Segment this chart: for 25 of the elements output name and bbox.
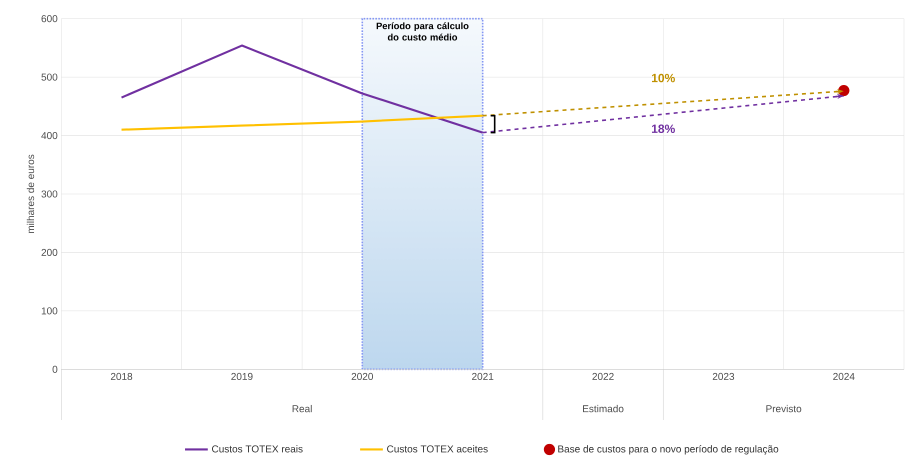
x-tick-label: 2023 [712, 373, 734, 380]
band-label: Período para cálculo do custo médio [376, 22, 469, 41]
y-tick-label: 600 [42, 15, 58, 22]
text: Previsto [766, 405, 802, 412]
y-tick-label: 300 [41, 190, 58, 198]
annotation: 18% [652, 124, 675, 134]
y-axis-title: milhares de euros [26, 154, 34, 234]
y-tick-label: 100 [42, 308, 58, 315]
x-tick-label: 2021 [472, 373, 494, 380]
x-tick-label: 2024 [833, 373, 855, 380]
y-tick-label: 200 [42, 249, 58, 256]
legend-label: Base de custos para o novo período de regulação [558, 445, 778, 455]
legend-label: Custos TOTEX aceites [387, 445, 488, 453]
annotation: 10% [652, 74, 675, 82]
line-series [120, 114, 484, 131]
text: Real [292, 405, 312, 412]
x-tick-label: 2018 [110, 373, 132, 380]
x-tick-label: 2019 [231, 373, 253, 380]
text: Estimado [583, 405, 624, 412]
y-tick-label: 400 [41, 132, 58, 140]
y-tick-label: 0 [52, 366, 58, 374]
legend-label: Custos TOTEX reais [212, 445, 303, 453]
x-tick-label: 2022 [592, 373, 614, 380]
y-tick-label: 500 [41, 74, 58, 81]
x-tick-label: 2020 [352, 373, 374, 380]
